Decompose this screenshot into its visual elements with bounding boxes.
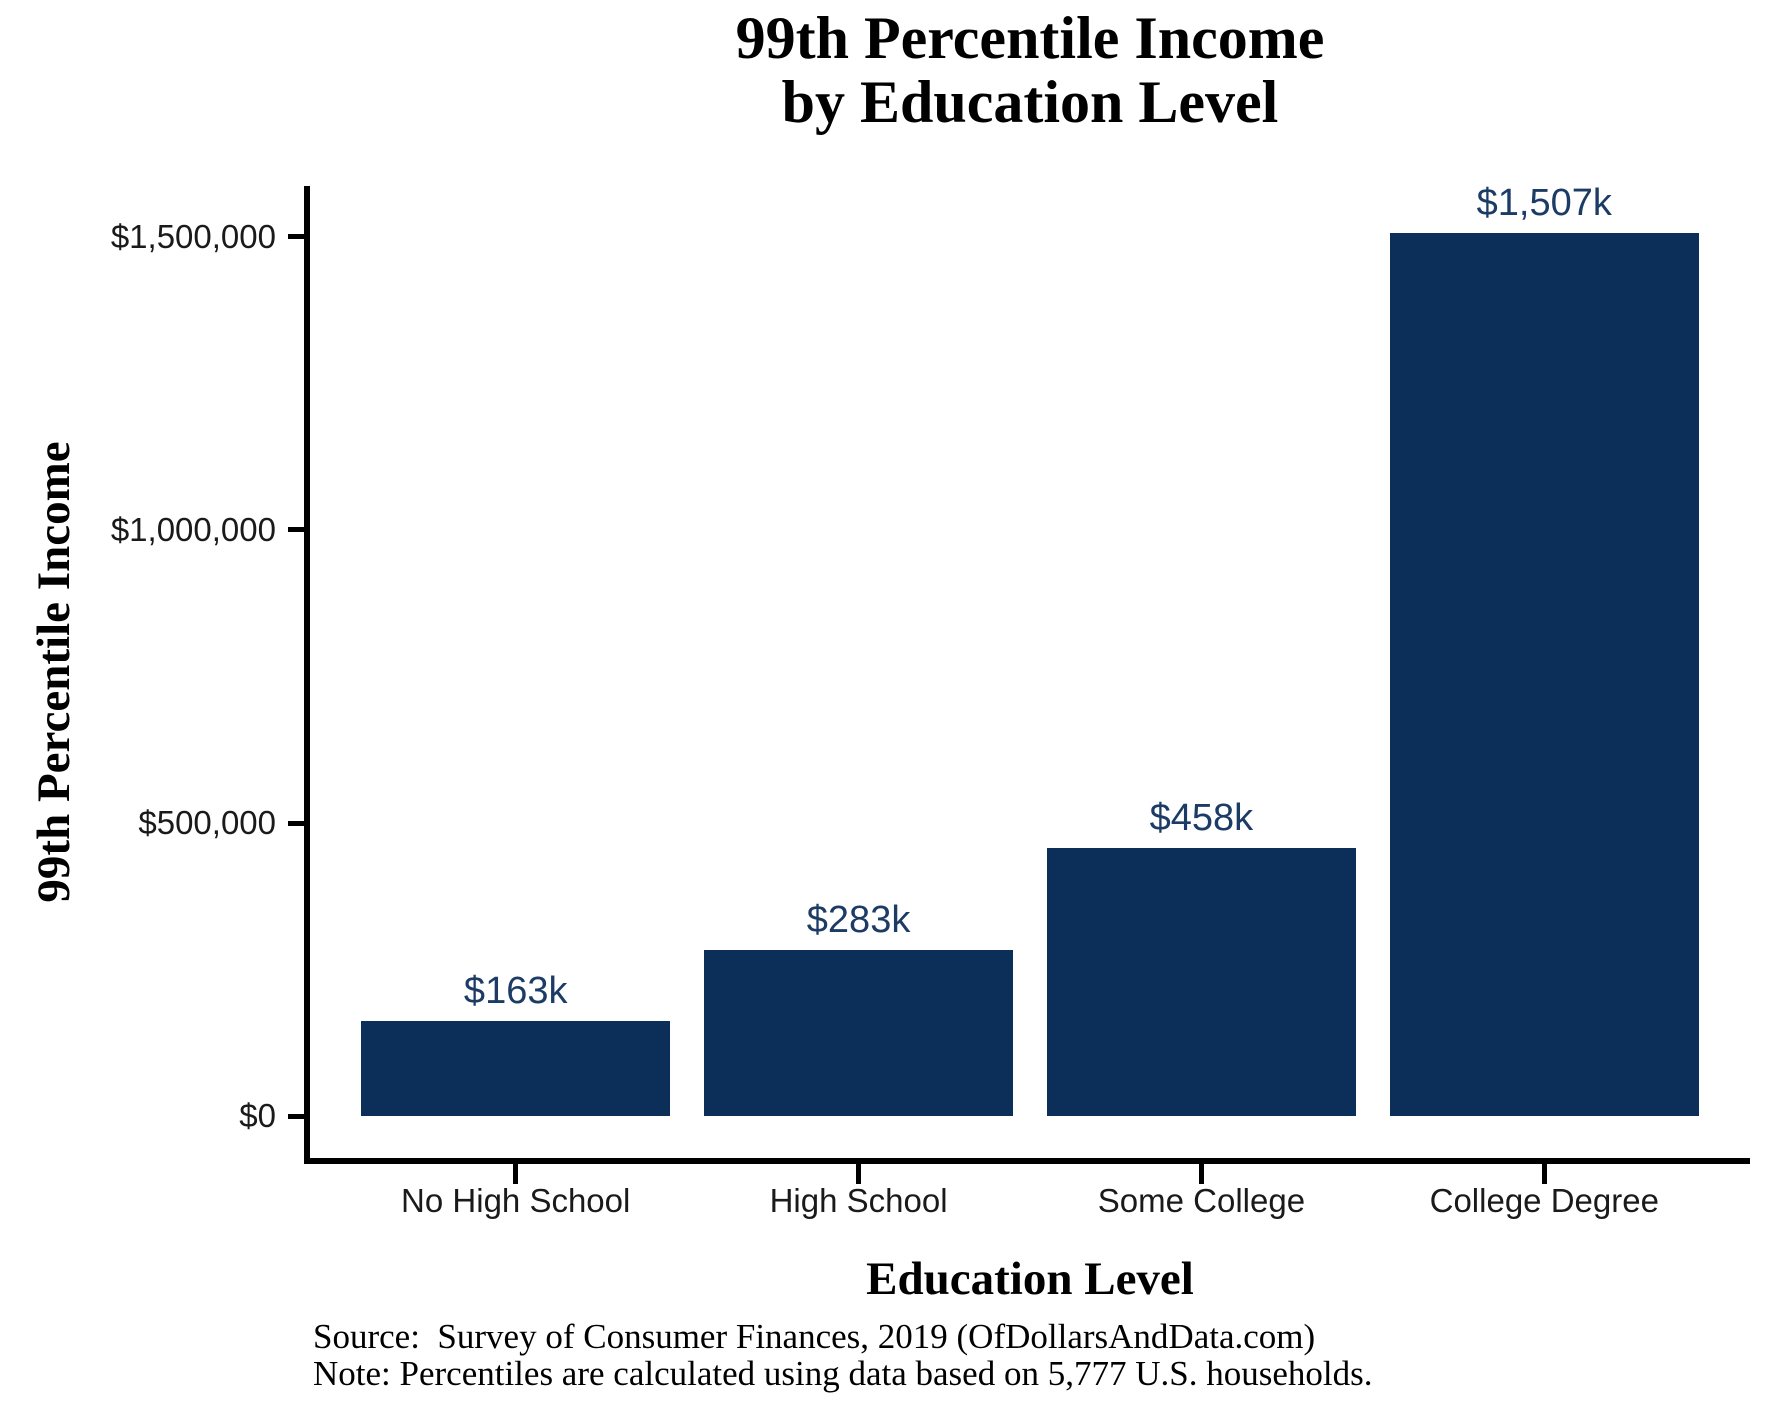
x-tick-mark <box>1541 1164 1547 1184</box>
bar-value-label-college-degree: $1,507k <box>1476 181 1612 224</box>
x-tick-label-college-degree: College Degree <box>1429 1182 1659 1219</box>
y-tick-label: $1,000,000 <box>110 510 276 548</box>
plot-panel: $163k $283k $458k $1,507k <box>310 182 1750 1158</box>
x-tick-label-high-school: High School <box>769 1182 948 1219</box>
x-tick-mark <box>1198 1164 1204 1184</box>
bar-high-school <box>704 950 1013 1117</box>
bar-some-college <box>1047 847 1356 1117</box>
x-tick-label-no-high-school: No High School <box>401 1182 631 1219</box>
bar-value-label-no-high-school: $163k <box>463 969 568 1012</box>
x-axis-line <box>304 1158 1750 1164</box>
bar-no-high-school <box>361 1020 670 1117</box>
y-tick-label: $500,000 <box>138 804 276 841</box>
y-tick-mark <box>288 527 304 533</box>
bar-value-label-high-school: $283k <box>806 899 911 942</box>
footer: Source: Survey of Consumer Finances, 201… <box>313 1318 1372 1392</box>
y-tick-label: $0 <box>239 1097 276 1134</box>
y-tick-mark <box>288 1113 304 1119</box>
x-axis-title: Education Level <box>866 1253 1194 1305</box>
y-tick-mark <box>288 820 304 826</box>
y-tick-mark <box>288 234 304 240</box>
chart-title-line2: by Education Level <box>781 69 1279 135</box>
note-text: Note: Percentiles are calculated using d… <box>313 1354 1373 1393</box>
bar-college-degree <box>1390 232 1699 1117</box>
x-tick-label-some-college: Some College <box>1097 1182 1306 1219</box>
chart-title: 99th Percentile Income by Education Leve… <box>310 6 1750 134</box>
chart-title-line1: 99th Percentile Income <box>735 5 1325 71</box>
source-text: Source: Survey of Consumer Finances, 201… <box>313 1317 1316 1356</box>
y-axis-line <box>304 186 310 1164</box>
y-tick-label: $1,500,000 <box>110 217 276 255</box>
x-tick-mark <box>513 1164 519 1184</box>
bar-value-label-some-college: $458k <box>1149 796 1254 839</box>
x-tick-mark <box>856 1164 862 1184</box>
